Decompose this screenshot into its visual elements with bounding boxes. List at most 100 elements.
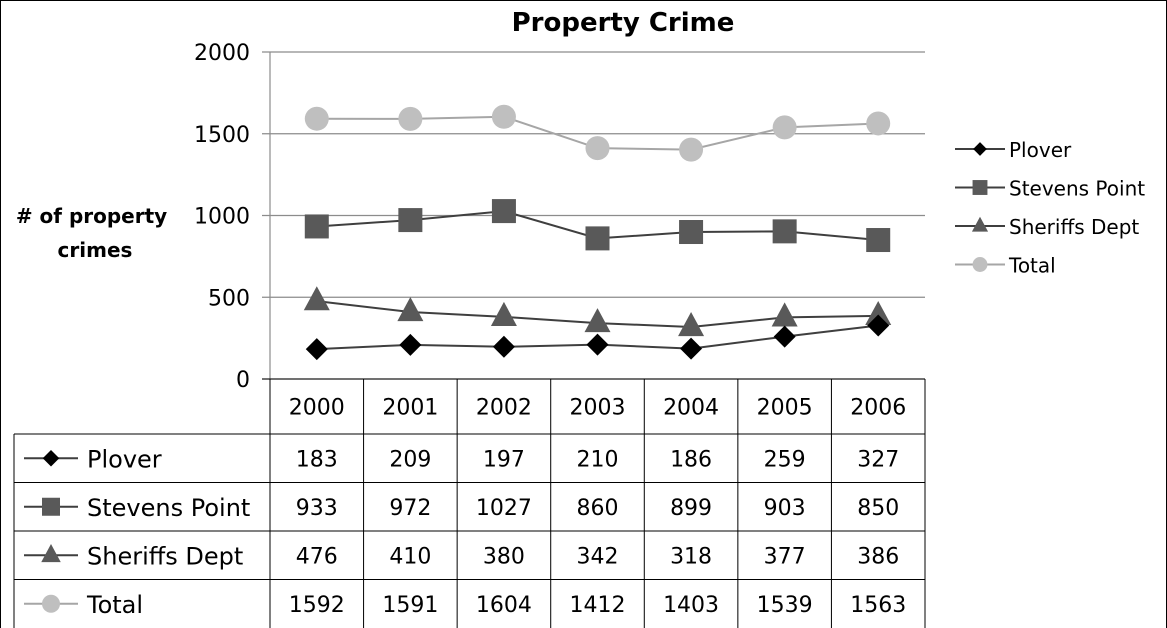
legend-item: Stevens Point [955, 177, 1145, 201]
table-cell: 1539 [757, 593, 813, 618]
data-point [399, 333, 422, 356]
legend: Plover Stevens Point Sheriffs Dept Total [955, 138, 1145, 278]
x-category-label: 2002 [476, 396, 532, 421]
y-axis-title-line-1: # of property [16, 204, 167, 228]
data-point [679, 137, 704, 162]
table-cell: 1592 [289, 593, 345, 618]
row-header-label: Sheriffs Dept [87, 542, 243, 570]
legend-label: Plover [1009, 138, 1072, 162]
table-cell: 903 [764, 496, 806, 521]
data-point [772, 115, 797, 140]
x-category-label: 2003 [570, 396, 626, 421]
row-key-marker [42, 594, 60, 613]
data-point [867, 314, 890, 337]
plot-series [303, 104, 892, 361]
table-cell: 899 [670, 496, 712, 521]
table-cell: 380 [483, 544, 525, 569]
table-cell: 377 [764, 544, 806, 569]
data-point [304, 214, 329, 239]
y-tick-label: 2000 [194, 41, 250, 66]
data-point [866, 228, 891, 253]
table-cell: 386 [857, 544, 899, 569]
series-stevens-point [304, 199, 891, 253]
x-category-label: 2006 [850, 396, 906, 421]
table-cell: 860 [577, 496, 619, 521]
table-cell: 1591 [382, 593, 438, 618]
table-cell: 186 [670, 447, 712, 472]
table-cell: 410 [389, 544, 431, 569]
data-point [866, 111, 891, 136]
data-point [771, 302, 798, 327]
data-point [397, 297, 424, 322]
data-point [398, 208, 423, 233]
table-cell: 972 [389, 496, 431, 521]
data-point [491, 104, 516, 129]
data-point [584, 308, 611, 333]
row-key-marker [41, 544, 61, 563]
series-sheriffs-dept [303, 286, 892, 337]
x-category-label: 2005 [757, 396, 813, 421]
legend-label: Total [1008, 254, 1056, 278]
chart-title: Property Crime [512, 8, 735, 38]
y-tick-label: 500 [208, 286, 250, 311]
data-point [680, 337, 703, 360]
legend-label: Stevens Point [1009, 177, 1145, 201]
table-cell: 1563 [850, 593, 906, 618]
data-point [773, 325, 796, 348]
table-cell: 1403 [663, 593, 719, 618]
row-header-label: Plover [87, 445, 162, 473]
table-cell: 476 [296, 544, 338, 569]
data-point [585, 226, 610, 251]
x-category-label: 2001 [382, 396, 438, 421]
table-cell: 850 [857, 496, 899, 521]
table-cell: 933 [296, 496, 338, 521]
legend-key-marker [972, 257, 988, 272]
y-axis-tick-labels: 0 500 1000 1500 2000 [194, 41, 250, 393]
table-cell: 1604 [476, 593, 532, 618]
data-point [586, 333, 609, 356]
table-cell: 318 [670, 544, 712, 569]
data-point [305, 338, 328, 361]
x-category-label: 2004 [663, 396, 719, 421]
table-cell: 327 [857, 447, 899, 472]
table-cell: 1027 [476, 496, 532, 521]
data-point [679, 220, 704, 245]
legend-key-marker [973, 142, 987, 156]
table-cell: 209 [389, 447, 431, 472]
data-point [491, 199, 516, 224]
data-point [772, 219, 797, 244]
row-header-label: Stevens Point [87, 494, 250, 522]
data-point [490, 301, 517, 326]
row-key-marker [42, 450, 60, 467]
legend-key-marker [971, 216, 989, 232]
x-category-label: 2000 [289, 396, 345, 421]
y-tick-label: 0 [236, 368, 250, 393]
data-point [492, 335, 515, 358]
series-plover [305, 314, 890, 361]
row-header-label: Total [86, 591, 143, 619]
legend-label: Sheriffs Dept [1009, 215, 1139, 239]
y-axis-title-line-2: crimes [58, 238, 133, 262]
data-table: 2000 2001 2002 2003 2004 2005 2006 Plover 183 209… [13, 378, 926, 628]
table-cell: 1412 [570, 593, 626, 618]
data-point [304, 106, 329, 131]
y-tick-label: 1000 [194, 205, 250, 230]
table-cell: 197 [483, 447, 525, 472]
data-point [678, 312, 705, 337]
row-key-marker [42, 497, 60, 516]
y-tick-label: 1500 [194, 123, 250, 148]
legend-item: Plover [955, 138, 1072, 162]
y-axis-title: # of property crimes [16, 204, 174, 262]
table-cell: 183 [296, 447, 338, 472]
legend-item: Sheriffs Dept [955, 215, 1139, 239]
data-point [865, 300, 892, 325]
table-cell: 259 [764, 447, 806, 472]
data-point [585, 136, 610, 161]
table-cell: 342 [577, 544, 619, 569]
legend-key-marker [972, 180, 988, 195]
legend-item: Total [955, 254, 1056, 278]
data-point [303, 286, 330, 311]
table-cell: 210 [577, 447, 619, 472]
